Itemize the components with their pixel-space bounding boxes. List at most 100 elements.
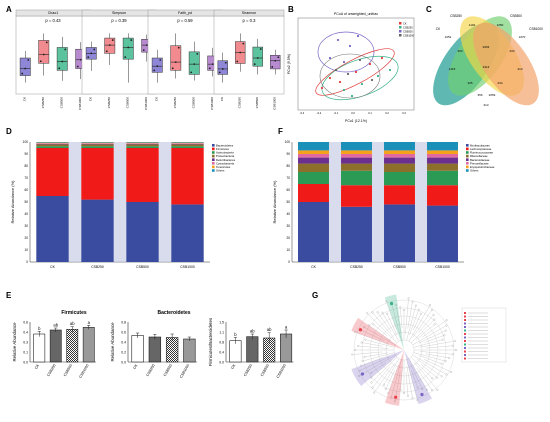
panel-d-phylum-stack: Relative Abundance (%) 0 10 20 30 40 50 60 70 80 9… bbox=[10, 140, 236, 269]
stack-xtick: CSB1000 bbox=[435, 265, 450, 269]
boxplot-xtick: CSB1000 bbox=[78, 97, 82, 110]
venn-label-csb500: CSB500 bbox=[510, 14, 522, 18]
boxplot-xtick: CSB1000 bbox=[210, 97, 214, 110]
stack-segment bbox=[427, 163, 458, 171]
stack-legend-swatch bbox=[212, 162, 215, 165]
ebar-sig-label: b bbox=[38, 326, 41, 331]
clado-node bbox=[444, 360, 447, 363]
clado-branch bbox=[406, 365, 413, 399]
ebar-ytick: 0.8 bbox=[121, 320, 126, 324]
clado-branch bbox=[411, 370, 418, 388]
stack-legend-swatch bbox=[466, 144, 469, 147]
ebar-title: Bacteroidetes bbox=[157, 310, 190, 316]
clado-node bbox=[358, 369, 361, 372]
clado-marker bbox=[360, 372, 365, 376]
ebar-bar bbox=[183, 338, 196, 363]
clado-legend-swatch bbox=[464, 357, 466, 360]
clado-branch bbox=[373, 324, 388, 336]
stack-segment bbox=[341, 206, 372, 262]
ebar-xtick: CSB500 bbox=[260, 364, 270, 378]
stack-segment bbox=[384, 204, 415, 262]
boxplot-point bbox=[145, 44, 148, 47]
stack-segment bbox=[384, 185, 415, 205]
ebar-xtick: CSB250 bbox=[243, 364, 253, 378]
clado-node bbox=[433, 323, 436, 326]
clado-branch bbox=[371, 356, 398, 383]
boxplot-box bbox=[38, 40, 50, 64]
stack-segment bbox=[36, 143, 69, 145]
stack-ytick: 40 bbox=[24, 212, 28, 216]
ebar-ytick: 0.1 bbox=[23, 350, 28, 354]
boxplot-pvalue: p = 0.39 bbox=[111, 18, 127, 23]
stack-legend-swatch bbox=[466, 154, 469, 158]
ebar-ytick: 0.6 bbox=[121, 330, 126, 334]
boxplot-point bbox=[27, 59, 30, 61]
clado-branch bbox=[352, 351, 383, 355]
clado-branch bbox=[365, 339, 395, 348]
ebar-ytick: 0.8 bbox=[219, 340, 224, 344]
stack-ytick: 30 bbox=[24, 224, 28, 228]
stack-ytick: 10 bbox=[286, 248, 290, 252]
stack-xtick: CSB500 bbox=[136, 265, 149, 269]
boxplot-xtick: CSB250 bbox=[237, 97, 241, 109]
stack-xtick: CSB250 bbox=[91, 265, 104, 269]
clado-branch bbox=[409, 309, 419, 336]
clado-branch bbox=[406, 359, 418, 401]
boxplot-point bbox=[79, 58, 82, 61]
boxplot-point bbox=[76, 65, 79, 68]
pcoa-title: PCoA of unweighted_unifrac bbox=[334, 12, 378, 16]
boxplot-xtick: CSB1000 bbox=[272, 97, 276, 110]
ebar-sig-label: ab bbox=[267, 327, 272, 332]
boxplot-point bbox=[45, 41, 48, 44]
clado-node bbox=[433, 318, 436, 321]
clado-branch bbox=[383, 358, 400, 385]
stack-xtick: CSB250 bbox=[350, 265, 363, 269]
pcoa-point bbox=[358, 58, 362, 62]
pcoa-point bbox=[346, 72, 350, 76]
boxplot-box bbox=[217, 60, 228, 75]
stack-segment bbox=[298, 142, 329, 151]
pcoa-xlabel: PCo1 (12.1%) bbox=[345, 119, 367, 123]
clado-node bbox=[372, 323, 375, 326]
stack-segment bbox=[298, 150, 329, 154]
pcoa-point bbox=[328, 56, 332, 60]
clado-branch bbox=[388, 364, 399, 394]
boxplot-point bbox=[211, 63, 214, 66]
boxplot-point bbox=[193, 63, 196, 66]
stack-segment bbox=[81, 148, 114, 200]
clado-branch bbox=[359, 329, 385, 341]
stack-legend-label: Tenericutes bbox=[216, 165, 231, 169]
clado-branch bbox=[410, 319, 435, 344]
boxplot-xtick: CK bbox=[154, 97, 158, 101]
clado-legend-swatch bbox=[464, 336, 466, 339]
stack-ytick: 70 bbox=[286, 176, 290, 180]
clado-node bbox=[407, 394, 409, 397]
stack-segment bbox=[36, 148, 69, 196]
stack-segment bbox=[126, 143, 159, 144]
clado-node bbox=[381, 311, 384, 314]
stack-segment bbox=[298, 184, 329, 202]
boxplot-point bbox=[105, 50, 108, 53]
stack-legend-label: Ruminococcaceae bbox=[470, 151, 493, 155]
boxplot-xtick: CSB500 bbox=[59, 97, 63, 109]
stack-segment bbox=[384, 142, 415, 151]
clado-node bbox=[416, 386, 419, 389]
clado-legend-swatch bbox=[464, 312, 466, 314]
stack-segment bbox=[36, 144, 69, 147]
stack-segment bbox=[81, 143, 114, 144]
ebar-ytick: 0.3 bbox=[23, 340, 28, 344]
clado-node bbox=[451, 353, 454, 356]
boxplot-point bbox=[221, 68, 224, 70]
clado-branch bbox=[371, 362, 387, 374]
stack-connector bbox=[328, 142, 342, 262]
clado-branch bbox=[413, 339, 443, 348]
clado-branch bbox=[391, 359, 402, 398]
clado-node bbox=[376, 311, 379, 314]
pcoa-point bbox=[334, 68, 338, 72]
clado-branch bbox=[410, 364, 423, 390]
clado-legend-swatch bbox=[464, 322, 466, 325]
clado-sector bbox=[384, 350, 404, 406]
clado-branch bbox=[374, 363, 395, 393]
ebar-title: Firmicutes bbox=[61, 310, 87, 316]
clado-branch bbox=[377, 312, 392, 333]
